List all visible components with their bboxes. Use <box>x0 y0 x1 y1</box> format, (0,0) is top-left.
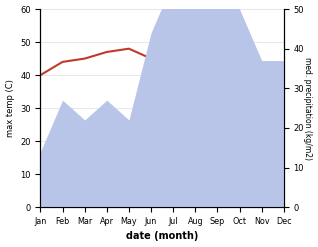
Y-axis label: max temp (C): max temp (C) <box>5 79 15 137</box>
X-axis label: date (month): date (month) <box>126 231 198 242</box>
Y-axis label: med. precipitation (kg/m2): med. precipitation (kg/m2) <box>303 57 313 160</box>
